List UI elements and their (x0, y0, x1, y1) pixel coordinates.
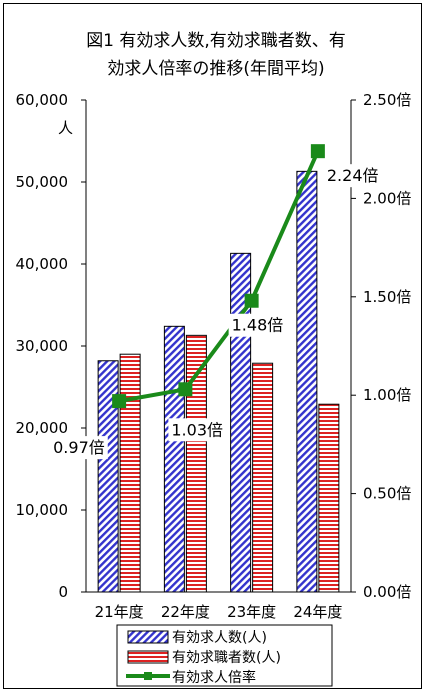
right-axis-tick-label: 0.00倍 (363, 583, 411, 601)
bar-job-seekers (318, 403, 340, 593)
x-axis-category-label: 22年度 (161, 603, 210, 621)
bar-job-seekers (252, 362, 274, 593)
ratio-line (118, 150, 320, 404)
chart-title-line-1: 図1 有効求人数,有効求職者数、有 (86, 31, 346, 51)
legend-label-ratio: 有効求人倍率 (172, 669, 256, 686)
right-axis-tick-label: 1.50倍 (363, 288, 411, 306)
left-axis-tick-label: 40,000 (16, 255, 69, 273)
right-axis-tick-label: 2.00倍 (363, 189, 411, 207)
left-axis-tick-label: 20,000 (16, 419, 69, 437)
chart-frame (3, 3, 422, 689)
ratio-data-label: 2.24倍 (327, 166, 379, 185)
ratio-data-label-bg (228, 313, 287, 337)
ratio-data-label: 1.03倍 (171, 420, 223, 439)
legend-label-job-seekers: 有効求職者数(人) (172, 650, 281, 666)
bar-group (97, 170, 340, 593)
ratio-line-series: 0.97倍 1.03倍 1.48倍 2.24倍 (50, 144, 382, 460)
x-axis-category-label: 21年度 (95, 603, 144, 621)
legend-label-job-offers: 有効求人数(人) (172, 630, 267, 646)
category-labels: 21年度 22年度 23年度 24年度 (95, 603, 343, 621)
left-axis-tick-label: 60,000 (16, 91, 69, 109)
bar-job-offers (163, 325, 185, 593)
ratio-data-label-bg (323, 164, 382, 188)
right-axis-tick-label: 2.50倍 (363, 91, 411, 109)
ratio-data-label-bg (168, 418, 227, 442)
left-axis-ticks: 0 10,000 20,000 30,000 40,000 50,000 60,000 (16, 91, 86, 601)
legend-swatch-ratio-marker (144, 672, 152, 680)
left-axis-tick-label: 50,000 (16, 173, 69, 191)
right-axis-tick-label: 0.50倍 (363, 485, 411, 503)
ratio-point-marker (310, 144, 325, 159)
legend-swatch-job-offers (127, 630, 169, 644)
ratio-point-marker (178, 382, 193, 397)
ratio-data-label: 0.97倍 (53, 438, 105, 457)
bar-job-offers (296, 170, 318, 593)
right-axis-tick-label: 1.00倍 (363, 386, 411, 404)
ratio-point-marker (244, 293, 259, 308)
x-axis-category-label: 24年度 (293, 603, 342, 621)
chart-title-line-2: 効求人倍率の推移(年間平均) (107, 59, 324, 79)
ratio-data-label: 1.48倍 (232, 316, 284, 335)
ratio-point-marker (112, 394, 127, 409)
legend: 有効求人数(人) 有効求職者数(人) 有効求人倍率 (116, 624, 333, 687)
x-axis-category-label: 23年度 (227, 603, 276, 621)
left-axis-unit-label: 人 (58, 119, 73, 137)
right-axis-ticks: 0.00倍 0.50倍 1.00倍 1.50倍 2.00倍 2.50倍 (351, 91, 411, 601)
left-axis-tick-label: 30,000 (16, 337, 69, 355)
left-axis-tick-label: 0 (58, 583, 68, 601)
bar-job-seekers (119, 353, 141, 593)
legend-swatch-job-seekers (127, 650, 169, 664)
left-axis-tick-label: 10,000 (16, 501, 69, 519)
ratio-data-label-bg (50, 436, 108, 460)
